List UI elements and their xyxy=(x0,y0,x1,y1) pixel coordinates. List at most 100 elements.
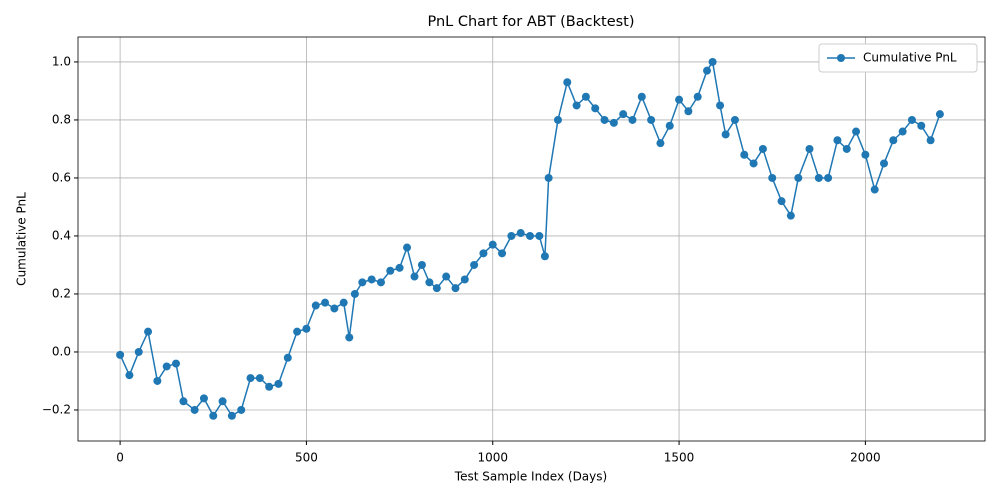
point xyxy=(395,263,404,272)
point xyxy=(134,347,143,356)
point xyxy=(283,353,292,362)
point xyxy=(425,278,434,287)
point xyxy=(870,185,879,194)
point xyxy=(255,374,264,383)
point xyxy=(907,115,916,124)
x-tick-label: 2000 xyxy=(850,451,881,465)
point xyxy=(218,397,227,406)
point xyxy=(535,231,544,240)
point xyxy=(730,115,739,124)
point xyxy=(852,127,861,136)
point xyxy=(246,374,255,383)
point xyxy=(833,136,842,145)
point xyxy=(116,350,125,359)
point xyxy=(311,301,320,310)
point xyxy=(410,272,419,281)
point xyxy=(498,249,507,258)
y-tick-label: 0.2 xyxy=(52,286,71,300)
point xyxy=(321,298,330,307)
point xyxy=(302,324,311,333)
x-axis-label: Test Sample Index (Days) xyxy=(454,470,607,484)
point xyxy=(805,144,814,153)
point xyxy=(581,92,590,101)
point xyxy=(647,115,656,124)
point xyxy=(265,382,274,391)
point xyxy=(861,150,870,159)
point xyxy=(824,173,833,182)
point xyxy=(786,211,795,220)
point xyxy=(917,121,926,130)
point xyxy=(153,376,162,385)
legend-label: Cumulative PnL xyxy=(863,51,957,65)
y-tick-label: 1.0 xyxy=(52,54,71,68)
point xyxy=(442,272,451,281)
point xyxy=(199,394,208,403)
point xyxy=(572,101,581,110)
x-tick-label: 1500 xyxy=(664,451,695,465)
point xyxy=(749,159,758,168)
point xyxy=(403,243,412,252)
point xyxy=(814,173,823,182)
point xyxy=(386,266,395,275)
y-tick-label: 0.0 xyxy=(52,344,71,358)
point xyxy=(842,144,851,153)
point xyxy=(339,298,348,307)
point xyxy=(889,136,898,145)
point xyxy=(926,136,935,145)
point xyxy=(479,249,488,258)
point xyxy=(665,121,674,130)
point xyxy=(898,127,907,136)
point xyxy=(293,327,302,336)
point xyxy=(794,173,803,182)
point xyxy=(162,362,171,371)
point xyxy=(637,92,646,101)
point xyxy=(544,173,553,182)
point xyxy=(488,240,497,249)
point xyxy=(470,260,479,269)
point xyxy=(367,275,376,284)
point xyxy=(675,95,684,104)
point xyxy=(460,275,469,284)
point xyxy=(376,278,385,287)
point xyxy=(330,304,339,313)
point xyxy=(880,159,889,168)
y-axis-label: Cumulative PnL xyxy=(15,192,29,286)
point xyxy=(345,333,354,342)
point xyxy=(172,359,181,368)
point xyxy=(591,104,600,113)
point xyxy=(237,405,246,414)
point xyxy=(628,115,637,124)
point xyxy=(417,260,426,269)
point xyxy=(227,411,236,420)
point xyxy=(777,197,786,206)
point xyxy=(432,284,441,293)
point xyxy=(553,115,562,124)
point xyxy=(684,107,693,116)
point xyxy=(507,231,516,240)
y-tick-label: 0.8 xyxy=(52,112,71,126)
point xyxy=(563,78,572,87)
point xyxy=(451,284,460,293)
point xyxy=(740,150,749,159)
x-tick-label: 1000 xyxy=(477,451,508,465)
point xyxy=(716,101,725,110)
point xyxy=(125,371,134,380)
y-tick-label: 0.6 xyxy=(52,170,71,184)
point xyxy=(656,139,665,148)
point xyxy=(209,411,218,420)
chart-title: PnL Chart for ABT (Backtest) xyxy=(427,14,634,30)
point xyxy=(274,379,283,388)
point xyxy=(768,173,777,182)
x-tick-label: 500 xyxy=(295,451,318,465)
legend-box xyxy=(818,43,978,73)
point xyxy=(609,118,618,127)
point xyxy=(350,289,359,298)
point xyxy=(703,66,712,75)
point xyxy=(693,92,702,101)
point xyxy=(721,130,730,139)
point xyxy=(600,115,609,124)
point xyxy=(516,229,525,238)
point xyxy=(619,110,628,119)
point xyxy=(540,252,549,261)
